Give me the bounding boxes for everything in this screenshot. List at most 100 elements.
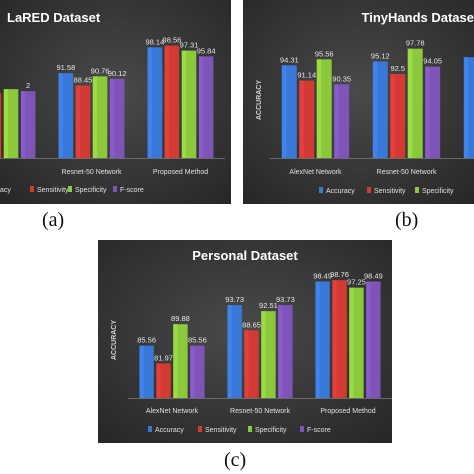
chart-panel-personal: Personal Dataset ACCURACY 85.56 81.97 89.88 8… [98,240,392,443]
data-label: 93.73 [225,295,244,304]
data-label: 90.76 [91,66,110,75]
bar-highlight [198,56,204,158]
bar-highlight [3,89,9,158]
y-axis-label: ACCURACY [111,320,118,360]
data-label: 88.45 [74,75,93,84]
legend-label: Accuracy [326,188,355,195]
bar-sensitivity-0 [0,93,2,158]
chart-title: TinyHands Datase [362,10,474,25]
caption-c: (c) [224,449,247,471]
bar-highlight [58,73,63,158]
legend-swatch-sensitivity [198,426,202,432]
bar-highlight [372,61,378,158]
legend-label: Sensitivity [374,188,406,195]
data-label: 92.5 [390,64,405,73]
y-axis-label: ACCURACY [256,80,263,120]
bar-highlight [244,330,249,398]
bar-highlight [334,84,339,158]
bar-highlight [366,281,371,398]
chart-title: LaRED Dataset [7,10,101,25]
bar-highlight [173,324,178,398]
data-label: 92.51 [259,301,278,310]
chart-panel-lared: LaRED Dataset 2 91.58 88.45 90.76 90.12 Resnet… [0,0,231,204]
legend-label: F-score [307,427,331,434]
data-label: 97.78 [406,39,425,48]
data-label: 81.97 [154,353,173,362]
bar-highlight [181,50,187,158]
caption-b: (b) [395,209,419,231]
legend-label: Specificity [255,427,287,434]
data-label: 98.56 [163,36,182,45]
data-label: 90.35 [332,74,351,83]
data-label: 95.56 [315,49,334,58]
legend-swatch-f-score [300,426,304,432]
bar-highlight [281,65,287,158]
data-label: 2 [26,81,30,90]
data-label: 95.84 [197,46,216,55]
bar-highlight [332,280,337,398]
x-tick-label: Resnet-50 Network [377,169,437,176]
legend-swatch-f-score [113,186,117,192]
data-label: 89.88 [171,314,190,323]
legend-swatch-specificity [415,187,419,193]
legend-label: acy [0,187,11,194]
bar-highlight [261,311,266,398]
legend-swatch-specificity [248,426,252,432]
data-label: 85.56 [137,336,156,345]
data-label: 93.73 [276,295,295,304]
x-tick-label: Resnet-50 Network [230,408,290,415]
bar-highlight [147,47,152,158]
bar-highlight [299,80,304,158]
legend-label: Accuracy [155,427,184,434]
bar-highlight [75,85,81,158]
legend-swatch-accuracy [148,426,152,432]
data-label: 91.58 [56,63,75,72]
legend-label: Sensitivity [205,427,237,434]
data-label: 98.49 [364,271,383,280]
data-label: 97.25 [347,278,366,287]
caption-a: (a) [42,209,65,231]
bar-highlight [425,66,430,158]
legend-swatch-sensitivity [30,186,34,192]
data-label: 95.12 [371,51,390,60]
legend-label: Sensitivity [37,187,69,194]
bar-highlight [20,91,26,158]
bar-accuracy-2 [463,57,474,159]
bar-highlight [349,287,354,398]
data-label: 91.14 [297,71,316,80]
personal-chart: Personal Dataset ACCURACY 85.56 81.97 89.88 8… [98,240,392,443]
bar-highlight [390,74,395,158]
data-label: 97.31 [180,41,199,50]
bar-highlight [227,305,232,398]
data-label: 94.05 [423,57,442,66]
data-label: 98.14 [145,37,164,46]
data-label: 85.56 [188,336,207,345]
x-tick-label: AlexNet Network [289,169,342,176]
chart-title: Personal Dataset [192,248,298,263]
data-label: 98.49 [313,271,332,280]
legend-swatch-accuracy [319,187,323,193]
bar-highlight [139,345,144,398]
bar-highlight [463,57,469,159]
bar-highlight [92,76,98,158]
chart-panel-tinyhands: TinyHands Datase ACCURACY 94.31 91.14 95.56 9… [243,0,474,204]
legend-label: Specificity [422,188,454,195]
x-tick-label: Proposed Method [320,408,375,415]
bar-highlight [109,78,115,158]
legend-label: F-score [120,187,144,194]
data-label: 88.65 [242,320,261,329]
bar-highlight [278,305,283,398]
x-tick-label: Resnet-50 Network [62,169,122,176]
x-tick-label: AlexNet Network [146,408,199,415]
legend-swatch-sensitivity [367,187,371,193]
data-label: 94.31 [280,55,299,64]
bar-highlight [407,48,413,158]
bar-highlight [156,363,161,398]
data-label: 90.12 [108,69,127,78]
legend-swatch-specificity [68,186,72,192]
bar-highlight [316,59,322,159]
bar-highlight [190,345,195,398]
legend-label: Specificity [75,187,107,194]
x-tick-label: Proposed Method [153,169,208,176]
